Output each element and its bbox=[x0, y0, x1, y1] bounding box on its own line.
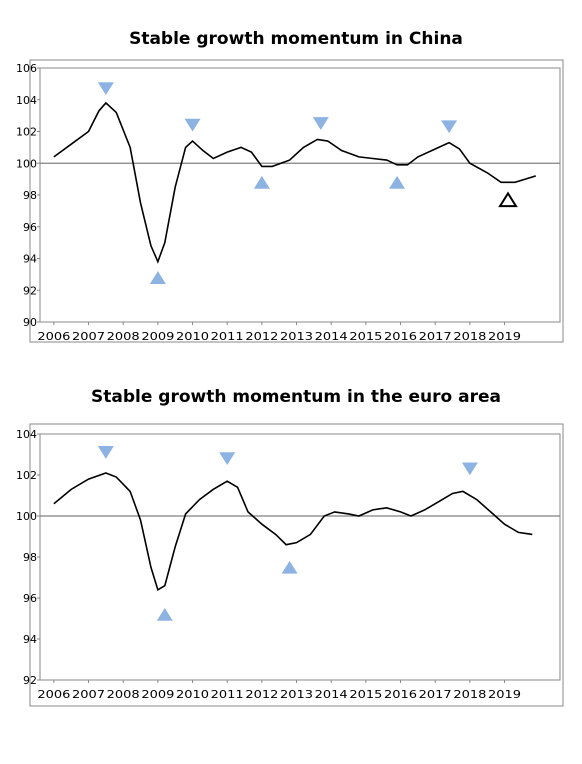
x-tick-label: 2014 bbox=[315, 688, 348, 701]
x-tick-label: 2013 bbox=[280, 330, 313, 343]
turning-point bbox=[97, 446, 114, 459]
turning-point bbox=[219, 452, 236, 465]
turning-point bbox=[253, 175, 270, 189]
y-tick-label: 104 bbox=[16, 94, 37, 107]
y-tick-label: 92 bbox=[23, 674, 37, 687]
x-tick-label: 2012 bbox=[245, 330, 278, 343]
x-tick-label: 2007 bbox=[72, 330, 105, 343]
y-tick-label: 98 bbox=[23, 551, 37, 564]
y-tick-label: 92 bbox=[23, 284, 37, 297]
y-tick-label: 98 bbox=[23, 189, 37, 202]
data-line bbox=[53, 101, 536, 264]
x-tick-label: 2008 bbox=[107, 688, 140, 701]
y-tick-label: 96 bbox=[23, 221, 37, 234]
y-tick-label: 102 bbox=[16, 469, 37, 482]
turning-point bbox=[281, 560, 298, 574]
y-tick-label: 102 bbox=[16, 126, 37, 139]
x-tick-label: 2017 bbox=[419, 688, 452, 701]
x-tick-label: 2010 bbox=[176, 688, 209, 701]
plot-area bbox=[39, 433, 561, 681]
x-tick-label: 2009 bbox=[141, 330, 174, 343]
turning-point bbox=[97, 82, 114, 96]
x-tick-label: 2011 bbox=[211, 330, 244, 343]
y-tick-label: 106 bbox=[16, 62, 37, 75]
turning-point bbox=[389, 175, 406, 189]
chart-title: Stable growth momentum in the euro area bbox=[91, 387, 501, 407]
x-tick-label: 2015 bbox=[349, 330, 382, 343]
x-tick-label: 2006 bbox=[37, 330, 70, 343]
x-tick-label: 2013 bbox=[280, 688, 313, 701]
chart-title: Stable growth momentum in China bbox=[129, 29, 463, 49]
turning-point bbox=[498, 191, 518, 208]
turning-point bbox=[156, 608, 173, 621]
turning-point bbox=[461, 462, 478, 476]
y-tick-label: 104 bbox=[16, 428, 37, 441]
x-tick-label: 2016 bbox=[384, 330, 417, 343]
x-tick-label: 2007 bbox=[72, 688, 105, 701]
y-tick-label: 100 bbox=[16, 510, 37, 523]
x-tick-label: 2012 bbox=[245, 688, 278, 701]
x-tick-label: 2010 bbox=[176, 330, 209, 343]
y-tick-label: 90 bbox=[23, 316, 37, 329]
y-tick-label: 100 bbox=[16, 157, 37, 170]
y-tick-label: 94 bbox=[23, 633, 37, 646]
x-tick-label: 2009 bbox=[141, 688, 174, 701]
x-tick-label: 2008 bbox=[107, 330, 140, 343]
chart-frame bbox=[29, 59, 564, 343]
turning-point bbox=[441, 120, 458, 134]
x-tick-label: 2006 bbox=[37, 688, 70, 701]
chart-frame bbox=[29, 423, 564, 707]
turning-point bbox=[149, 271, 166, 284]
turning-point bbox=[184, 118, 201, 132]
turning-point bbox=[312, 117, 329, 130]
x-tick-label: 2019 bbox=[488, 688, 521, 701]
x-tick-label: 2016 bbox=[384, 688, 417, 701]
y-tick-label: 96 bbox=[23, 592, 37, 605]
x-tick-label: 2011 bbox=[211, 688, 244, 701]
x-tick-label: 2018 bbox=[453, 330, 486, 343]
x-tick-label: 2014 bbox=[315, 330, 348, 343]
x-tick-label: 2017 bbox=[419, 330, 452, 343]
x-tick-label: 2015 bbox=[349, 688, 382, 701]
x-tick-label: 2019 bbox=[488, 330, 521, 343]
x-tick-label: 2018 bbox=[453, 688, 486, 701]
data-line bbox=[53, 472, 533, 592]
y-tick-label: 94 bbox=[23, 253, 37, 266]
plot-area bbox=[39, 67, 561, 323]
